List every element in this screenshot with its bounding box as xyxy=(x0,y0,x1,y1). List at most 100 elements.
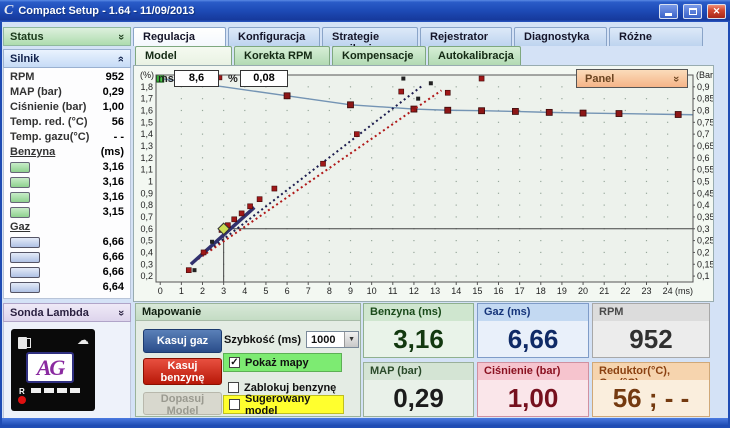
svg-text:0,55: 0,55 xyxy=(697,165,713,175)
panel-button[interactable]: Panel » xyxy=(576,69,688,88)
checkbox-box[interactable] xyxy=(228,382,239,393)
tile-benzyna-ms: Benzyna (ms) 3,16 xyxy=(363,303,474,358)
ag-switch-indicator: ☁ AG R xyxy=(11,329,95,411)
checkbox-sugerowany-model[interactable]: Sugerowany model xyxy=(223,393,344,417)
minimize-button[interactable] xyxy=(659,3,678,19)
restore-button[interactable] xyxy=(683,3,702,19)
silnik-section-header[interactable]: Silnik » xyxy=(3,49,131,68)
svg-text:1,7: 1,7 xyxy=(140,94,153,104)
speed-label: Szybkość (ms) xyxy=(224,333,302,346)
chevron-down-icon: » xyxy=(114,33,127,40)
petrol-injector-row: 3,16 xyxy=(4,175,130,190)
subtab-autokalibracja[interactable]: Autokalibracja xyxy=(428,46,521,65)
tile-value: 6,66 xyxy=(478,321,588,357)
engine-param-label: MAP (bar) xyxy=(10,86,62,98)
tab-regulacja[interactable]: Regulacja xyxy=(133,27,226,46)
petrol-injection-time: 3,16 xyxy=(102,161,124,173)
tab-r-ne[interactable]: Różne xyxy=(609,27,703,46)
benzyna-unit: (ms) xyxy=(100,146,124,158)
petrol-injector-indicator xyxy=(10,192,30,203)
checkbox-poka-mapy[interactable]: ✓ Pokaż mapy xyxy=(223,353,342,372)
sonda-lambda-panel: ☁ AG R xyxy=(3,322,131,422)
gas-injection-time: 6,66 xyxy=(102,266,124,278)
svg-text:22: 22 xyxy=(620,286,630,296)
tile-ci-nienie-bar: Ciśnienie (bar) 1,00 xyxy=(477,362,589,417)
ms-input[interactable]: 8,6 xyxy=(174,70,219,87)
gas-injector-indicator xyxy=(10,282,40,293)
engine-param-row: MAP (bar) 0,29 xyxy=(4,85,130,100)
svg-text:0,4: 0,4 xyxy=(140,247,153,257)
petrol-injector-row: 3,15 xyxy=(4,205,130,220)
mapowanie-panel: Mapowanie Kasuj gaz Kasuj benzynę Dopasu… xyxy=(135,303,361,417)
percent-input[interactable]: 0,08 xyxy=(240,70,288,87)
ms-input-label: ms xyxy=(158,73,174,85)
checkbox-label: Zablokuj benzynę xyxy=(244,381,337,394)
petrol-injector-indicator xyxy=(10,177,30,188)
gaz-header-row: Gaz xyxy=(4,220,130,235)
tile-value: 56 ; - - xyxy=(593,380,709,416)
minimize-icon xyxy=(665,13,672,16)
svg-text:1,4: 1,4 xyxy=(140,129,153,139)
svg-text:19: 19 xyxy=(557,286,567,296)
gas-level-bars xyxy=(31,388,80,393)
checkbox-box[interactable] xyxy=(229,399,240,410)
svg-text:18: 18 xyxy=(536,286,546,296)
tile-header: Reduktor(°C), Gaz(°C) xyxy=(593,363,709,389)
kasuj-benzyne-button[interactable]: Kasuj benzynę xyxy=(143,358,222,385)
titlebar[interactable]: C Compact Setup - 1.64 - 11/09/2013 ✕ xyxy=(0,0,730,22)
tab-diagnostyka[interactable]: Diagnostyka xyxy=(514,27,607,46)
petrol-injector-row: 3,16 xyxy=(4,190,130,205)
svg-text:0,3: 0,3 xyxy=(697,224,710,234)
svg-text:17: 17 xyxy=(515,286,525,296)
tab-rejestrator[interactable]: Rejestrator xyxy=(420,27,512,46)
svg-text:23: 23 xyxy=(641,286,651,296)
tile-header: MAP (bar) xyxy=(364,363,473,380)
sonda-section-header[interactable]: Sonda Lambda » xyxy=(3,303,131,322)
svg-text:(Bar): (Bar) xyxy=(696,70,713,80)
dopasuj-model-button[interactable]: Dopasuj Model xyxy=(143,392,222,417)
svg-text:0,1: 0,1 xyxy=(697,271,710,281)
sidebar: Status » Silnik » RPM 952 MAP (bar) 0,29 Ciś… xyxy=(3,27,131,422)
chevron-down-icon: » xyxy=(669,75,682,82)
engine-param-row: Temp. gazu(°C) - - xyxy=(4,130,130,145)
svg-text:0,8: 0,8 xyxy=(697,105,710,115)
tile-reduktor-c-gaz-c: Reduktor(°C), Gaz(°C)56 ; - - xyxy=(592,362,710,417)
checkbox-label: Pokaż mapy xyxy=(245,356,309,369)
fuel-pump-icon xyxy=(18,337,31,349)
model-chart[interactable]: 1,81,71,61,51,41,31,21,110,90,80,70,60,5… xyxy=(134,66,716,301)
svg-text:0,4: 0,4 xyxy=(697,200,710,210)
mapowanie-header: Mapowanie xyxy=(136,304,360,321)
kasuj-gaz-button[interactable]: Kasuj gaz xyxy=(143,329,222,353)
svg-text:0,25: 0,25 xyxy=(697,236,713,246)
status-section-header[interactable]: Status » xyxy=(3,27,131,46)
checkbox-zablokuj-benzyn[interactable]: Zablokuj benzynę xyxy=(223,378,341,397)
tab-strategie-zasilania[interactable]: Strategie zasilania xyxy=(322,27,418,55)
speed-select[interactable]: 1000 ▼ xyxy=(306,331,360,348)
svg-text:15: 15 xyxy=(472,286,482,296)
panel-button-label: Panel xyxy=(585,72,615,85)
checkbox-box[interactable]: ✓ xyxy=(229,357,240,368)
svg-text:11: 11 xyxy=(388,286,397,296)
window-title: Compact Setup - 1.64 - 11/09/2013 xyxy=(18,5,195,17)
subtab-korekta-rpm[interactable]: Korekta RPM xyxy=(234,46,330,65)
petrol-injection-time: 3,16 xyxy=(102,191,124,203)
svg-text:0,2: 0,2 xyxy=(697,247,710,257)
tab-konfiguracja[interactable]: Konfiguracja xyxy=(228,27,320,46)
svg-text:0,9: 0,9 xyxy=(697,82,710,92)
engine-param-label: Ciśnienie (bar) xyxy=(10,101,87,113)
gas-cloud-icon: ☁ xyxy=(77,333,89,347)
gas-injector-row: 6,64 xyxy=(4,280,130,295)
engine-param-value: 1,00 xyxy=(102,101,124,113)
svg-text:20: 20 xyxy=(578,286,588,296)
sub-tab-bar: Model Korekta RPM Kompensacje Autokalibracj… xyxy=(135,46,521,65)
svg-text:(ms): (ms) xyxy=(675,286,693,296)
close-button[interactable]: ✕ xyxy=(707,3,726,19)
petrol-injector-row: 3,16 xyxy=(4,160,130,175)
svg-text:1,2: 1,2 xyxy=(140,153,153,163)
tile-header: RPM xyxy=(593,304,709,321)
speed-select-value: 1000 xyxy=(311,333,336,346)
subtab-model[interactable]: Model xyxy=(135,46,232,65)
subtab-kompensacje[interactable]: Kompensacje xyxy=(332,46,426,65)
svg-text:0,2: 0,2 xyxy=(140,271,153,281)
